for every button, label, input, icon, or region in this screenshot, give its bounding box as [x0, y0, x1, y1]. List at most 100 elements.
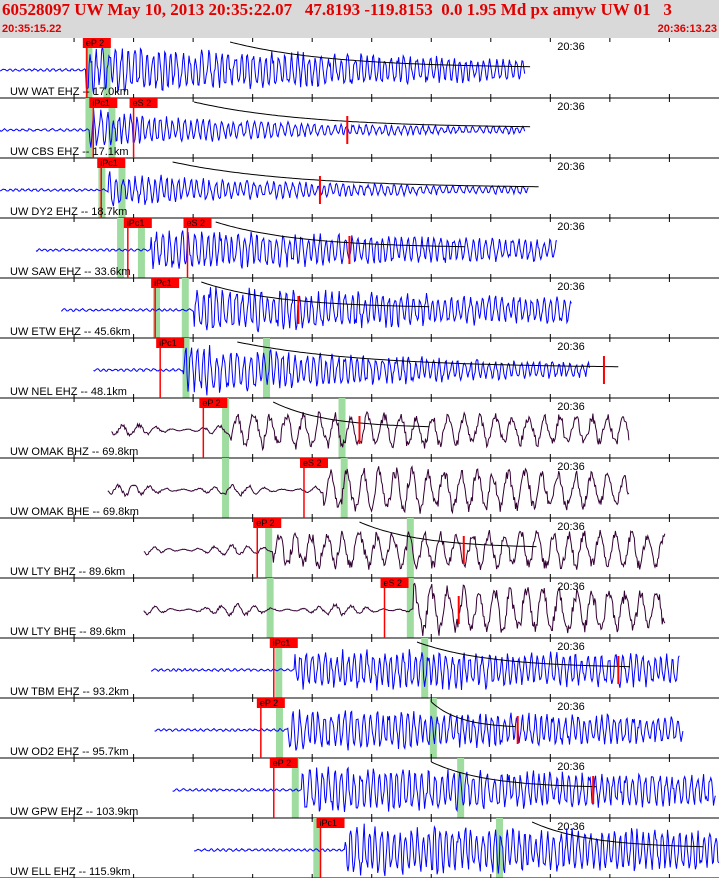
time-label: 20:36: [557, 701, 585, 713]
coda-curve: [272, 401, 430, 428]
trace-row: 20:36: [0, 338, 719, 399]
waveform: [154, 709, 684, 751]
station-label: UW ETW EHZ -- 45.6km: [10, 326, 130, 338]
pick-label: eP 2: [260, 698, 278, 708]
pick-label: iPc1: [100, 158, 118, 168]
waveform: [35, 230, 558, 270]
pick-flag: [89, 98, 118, 108]
waveform: [60, 286, 572, 333]
coda-curve: [431, 761, 597, 788]
pick-label: eP 2: [202, 398, 220, 408]
station-label: UW OMAK BHZ -- 69.8km: [10, 446, 138, 458]
pick-label: eP 2: [86, 38, 104, 48]
phase-window: [181, 278, 189, 338]
coda-curve: [237, 341, 619, 368]
time-label: 20:36: [557, 221, 585, 233]
pick-label: eP 2: [273, 758, 291, 768]
pick-flag: [199, 398, 228, 408]
pick-flag: [183, 218, 212, 228]
station-label: UW TBM EHZ -- 93.2km: [10, 686, 129, 698]
phase-window: [222, 458, 230, 518]
waveform: [107, 465, 630, 515]
start-time: 20:35:15.22: [2, 23, 62, 35]
station-label: UW NEL EHZ -- 48.1km: [10, 386, 127, 398]
coda-curve: [193, 101, 531, 128]
pick-label: iPc1: [154, 278, 172, 288]
trace-row: 20:36: [0, 758, 719, 819]
time-label: 20:36: [557, 281, 585, 293]
phase-window: [340, 458, 348, 518]
phase-window: [457, 758, 465, 818]
pick-label: iPc1: [320, 818, 338, 828]
phase-window: [85, 98, 93, 158]
station-label: UW LTY BHZ -- 89.6km: [10, 566, 125, 578]
pick-flag: [82, 38, 111, 48]
waveform: [93, 344, 590, 396]
pick-flag: [256, 698, 285, 708]
pick-label: eS 2: [187, 218, 206, 228]
pick-flag: [97, 158, 126, 168]
trace-row: 20:36: [0, 278, 719, 339]
coda-curve: [416, 641, 631, 668]
phase-window: [117, 218, 125, 278]
trace-row: 20:36: [0, 458, 719, 519]
waveform: [111, 410, 630, 452]
pick-label: eS 2: [133, 98, 152, 108]
trace-row: 20:36: [0, 398, 719, 459]
trace-row: 20:36: [0, 38, 719, 99]
time-label: 20:36: [557, 161, 585, 173]
coda-curve: [215, 221, 465, 248]
pick-label: iPc1: [273, 638, 291, 648]
pick-flag: [269, 638, 298, 648]
time-label: 20:36: [557, 101, 585, 113]
pick-flag: [129, 98, 158, 108]
station-label: UW DY2 EHZ -- 18.7km: [10, 206, 127, 218]
pick-flag: [269, 758, 298, 768]
time-label: 20:36: [557, 461, 585, 473]
time-label: 20:36: [557, 641, 585, 653]
phase-window: [222, 398, 230, 458]
event-title: 60528097 UW May 10, 2013 20:35:22.07 47.…: [2, 0, 672, 19]
station-label: UW OD2 EHZ -- 95.7km: [10, 746, 129, 758]
phase-window: [406, 578, 414, 638]
coda-curve: [359, 521, 537, 548]
pick-label: eP 2: [256, 518, 274, 528]
phase-window: [263, 338, 271, 398]
pick-flag: [380, 578, 409, 588]
pick-label: eS 2: [303, 458, 322, 468]
trace-row: 20:36: [0, 218, 719, 279]
phase-window: [265, 518, 273, 578]
phase-window: [275, 638, 283, 698]
time-label: 20:36: [557, 401, 585, 413]
phase-window: [182, 338, 190, 398]
coda-curve: [531, 821, 704, 848]
station-label: UW LTY BHE -- 89.6km: [10, 626, 126, 638]
seismogram-panel: 20:36 20:36 20:36 20:36 20:36 20:36 20:36 20:36…: [0, 38, 719, 878]
waveform: [0, 109, 526, 148]
time-label: 20:36: [557, 821, 585, 833]
trace-row: 20:36: [0, 698, 719, 759]
trace-row: 20:36: [0, 518, 719, 579]
trace-row: 20:36: [0, 578, 719, 639]
event-header: 60528097 UW May 10, 2013 20:35:22.07 47.…: [0, 0, 719, 38]
time-label: 20:36: [557, 341, 585, 353]
coda-curve: [431, 701, 516, 728]
phase-window: [275, 698, 283, 758]
waveform: [143, 582, 666, 637]
time-label: 20:36: [557, 41, 585, 53]
phase-window: [421, 638, 429, 698]
station-label: UW OMAK BHE -- 69.8km: [10, 506, 139, 518]
pick-label: iPc1: [127, 218, 145, 228]
coda-curve: [172, 161, 539, 188]
station-label: UW ELL EHZ -- 115.9km: [10, 866, 130, 878]
phase-window: [313, 818, 321, 878]
waveform: [193, 823, 719, 877]
time-label: 20:36: [557, 761, 585, 773]
station-label: UW CBS EHZ -- 17.1km: [10, 146, 129, 158]
trace-row: 20:36: [0, 638, 719, 699]
pick-label: iPc1: [92, 98, 110, 108]
waveform: [172, 766, 716, 813]
waveform: [0, 171, 529, 207]
phase-window: [153, 278, 161, 338]
pick-flag: [151, 278, 180, 288]
